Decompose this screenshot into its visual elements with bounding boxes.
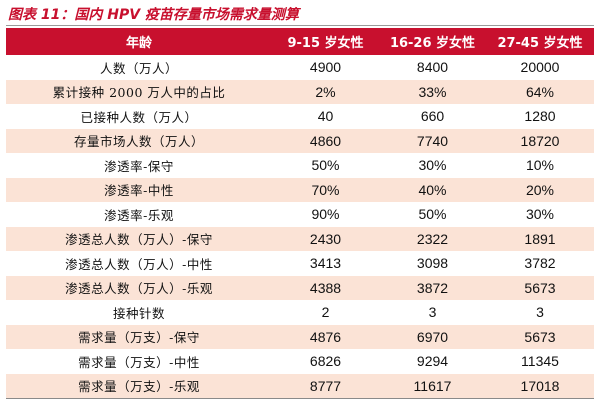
data-table-container: 年龄 9-15 岁女性 16-26 岁女性 27-45 岁女性 人数（万人） 4… (6, 28, 594, 399)
cell-value: 33% (418, 83, 447, 100)
table-row: 渗透总人数（万人）-乐观 4388 3872 5673 (6, 275, 594, 300)
table-row: 累计接种 2000 万人中的占比 2% 33% 64% (6, 79, 594, 104)
cell-value: 17018 (520, 377, 560, 394)
cell-value: 20% (525, 181, 555, 198)
cell-value: 4876 (309, 328, 342, 345)
table-row: 渗透总人数（万人）-保守 2430 2322 1891 (6, 226, 594, 251)
header-age-9-15: 9-15 岁女性 (272, 28, 379, 55)
row-label: 渗透率-乐观 (104, 207, 174, 223)
row-label: 渗透率-中性 (104, 183, 174, 199)
title-divider (6, 25, 594, 26)
cell-value: 2430 (309, 230, 342, 247)
row-label: 需求量（万支）-乐观 (78, 379, 200, 394)
row-label: 需求量（万支）-保守 (78, 330, 200, 346)
cell-value: 3 (428, 304, 437, 321)
cell-value: 4388 (309, 279, 342, 296)
header-age-16-26: 16-26 岁女性 (379, 28, 486, 55)
cell-value: 5673 (524, 328, 556, 345)
cell-value: 8777 (309, 377, 342, 394)
table-row: 渗透总人数（万人）-中性 3413 3098 3782 (6, 251, 594, 276)
cell-value: 4900 (309, 59, 342, 76)
cell-value: 1280 (524, 108, 556, 125)
header-age: 年龄 (6, 28, 272, 55)
table-row: 已接种人数（万人） 40 660 1280 (6, 104, 594, 129)
cell-value: 660 (420, 108, 445, 125)
cell-value: 64% (525, 83, 555, 100)
cell-value: 8400 (416, 59, 449, 76)
row-label: 人数（万人） (99, 60, 178, 76)
cell-value: 9294 (416, 353, 449, 370)
cell-value: 7740 (416, 132, 449, 149)
cell-value: 40 (317, 108, 334, 125)
row-label: 接种针数 (112, 305, 165, 321)
cell-value: 20000 (520, 59, 560, 76)
cell-value: 3098 (416, 255, 449, 272)
cell-value: 4860 (309, 132, 342, 149)
row-label: 渗透总人数（万人）-乐观 (65, 281, 213, 297)
table-row: 接种针数 2 3 3 (6, 300, 594, 325)
hpv-demand-table: 年龄 9-15 岁女性 16-26 岁女性 27-45 岁女性 人数（万人） 4… (6, 28, 594, 399)
cell-value: 11345 (521, 353, 559, 370)
cell-value: 3413 (309, 255, 342, 272)
table-row: 渗透率-中性 70% 40% 20% (6, 177, 594, 202)
cell-value: 11617 (413, 377, 452, 394)
cell-value: 3872 (416, 279, 449, 296)
cell-value: 50% (311, 157, 340, 174)
row-label: 需求量（万支）-中性 (78, 354, 200, 370)
cell-value: 40% (418, 181, 447, 198)
cell-value: 18720 (520, 132, 560, 149)
cell-value: 6826 (309, 353, 342, 370)
table-row: 渗透率-保守 50% 30% 10% (6, 153, 594, 178)
row-label: 累计接种 2000 万人中的占比 (52, 85, 226, 101)
figure-title: 图表 11：国内 HPV 疫苗存量市场需求量测算 (8, 7, 299, 23)
table-row: 需求量（万支）-乐观 8777 11617 17018 (6, 373, 594, 398)
cell-value: 30% (525, 206, 555, 223)
row-label: 渗透总人数（万人）-保守 (65, 232, 213, 248)
cell-value: 2 (321, 304, 330, 321)
table-row: 人数（万人） 4900 8400 20000 (6, 55, 594, 80)
row-label: 渗透总人数（万人）-中性 (65, 256, 213, 272)
row-label: 存量市场人数（万人） (73, 134, 204, 150)
cell-value: 30% (418, 157, 447, 174)
cell-value: 2% (315, 83, 336, 100)
cell-value: 5673 (524, 279, 556, 296)
row-label: 渗透率-保守 (104, 158, 174, 174)
table-row: 渗透率-乐观 90% 50% 30% (6, 202, 594, 227)
table-row: 需求量（万支）-中性 6826 9294 11345 (6, 349, 594, 374)
cell-value: 50% (418, 206, 447, 223)
table-row: 存量市场人数（万人） 4860 7740 18720 (6, 128, 594, 153)
header-age-27-45: 27-45 岁女性 (486, 28, 594, 55)
row-label: 已接种人数（万人） (80, 109, 198, 125)
cell-value: 2322 (416, 230, 449, 247)
table-header-row: 年龄 9-15 岁女性 16-26 岁女性 27-45 岁女性 (6, 28, 594, 55)
cell-value: 3 (536, 304, 544, 321)
cell-value: 10% (525, 157, 555, 174)
cell-value: 90% (311, 206, 340, 223)
table-row: 需求量（万支）-保守 4876 6970 5673 (6, 324, 594, 349)
cell-value: 6970 (416, 328, 449, 345)
cell-value: 3782 (524, 255, 556, 272)
cell-value: 1891 (524, 230, 556, 247)
cell-value: 70% (311, 181, 340, 198)
